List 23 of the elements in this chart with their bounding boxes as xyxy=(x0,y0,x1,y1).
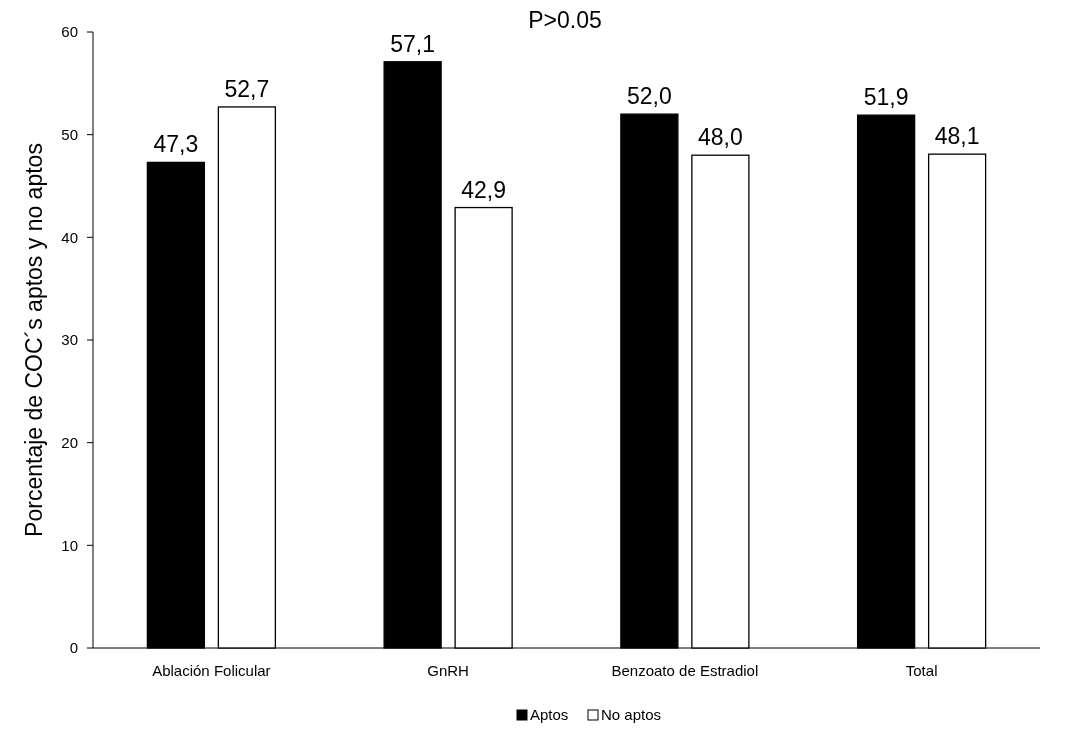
y-tick-label: 20 xyxy=(61,433,78,451)
y-tick-label: 50 xyxy=(61,125,78,143)
x-tick-label: Total xyxy=(905,662,938,679)
x-tick-label: GnRH xyxy=(427,662,469,679)
data-label: 48,0 xyxy=(697,124,743,151)
data-label: 52,0 xyxy=(626,83,672,110)
y-tick-label: 0 xyxy=(69,639,78,657)
y-tick-label: 10 xyxy=(61,536,78,554)
data-label: 42,9 xyxy=(461,176,507,203)
data-label: 48,1 xyxy=(934,123,980,150)
legend-label: No aptos xyxy=(601,706,662,723)
y-tick-label: 30 xyxy=(61,331,78,349)
y-axis-title: Porcentaje de COC´s aptos y no aptos xyxy=(21,143,47,537)
x-tick-label: Benzoato de Estradiol xyxy=(611,662,759,679)
data-label: 52,7 xyxy=(224,75,270,102)
y-tick-label: 40 xyxy=(61,228,78,246)
x-tick-label: Ablación Folicular xyxy=(152,662,271,679)
data-label: 57,1 xyxy=(390,30,436,57)
annotation: P>0.05 xyxy=(528,7,602,33)
data-label: 47,3 xyxy=(153,131,199,158)
data-label: 51,9 xyxy=(863,84,909,111)
legend-label: Aptos xyxy=(530,706,569,723)
y-tick-label: 60 xyxy=(61,23,78,41)
